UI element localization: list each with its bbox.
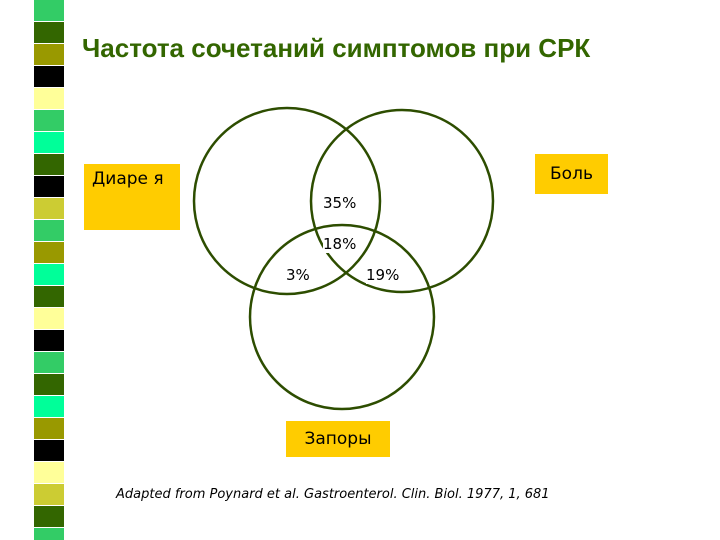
stripe-segment (34, 484, 64, 505)
stripe-segment (34, 330, 64, 351)
stripe-segment (34, 440, 64, 461)
stripe-segment (34, 154, 64, 175)
stripe-segment (34, 264, 64, 285)
stripe-segment (34, 418, 64, 439)
source-citation: Adapted from Poynard et al. Gastroentero… (116, 487, 550, 502)
stripe-segment (34, 352, 64, 373)
stripe-segment (34, 44, 64, 65)
overlap-pain-constipation: 19% (366, 266, 400, 284)
label-diarrhea: Диаре я (84, 164, 180, 230)
stripe-segment (34, 0, 64, 21)
overlap-all-three: 18% (323, 235, 357, 253)
stripe-segment (34, 506, 64, 527)
slide-title: Частота сочетаний симптомов при СРК (82, 33, 591, 63)
stripe-segment (34, 132, 64, 153)
stripe-segment (34, 242, 64, 263)
overlap-diarrhea-pain: 35% (323, 194, 357, 212)
stripe-segment (34, 198, 64, 219)
decorative-stripe-bar (34, 0, 64, 540)
stripe-segment (34, 286, 64, 307)
stripe-segment (34, 528, 64, 540)
stripe-segment (34, 110, 64, 131)
stripe-segment (34, 66, 64, 87)
circle-constipation (248, 223, 436, 411)
label-pain: Боль (535, 154, 608, 194)
stripe-segment (34, 462, 64, 483)
stripe-segment (34, 220, 64, 241)
circle-diarrhea (192, 106, 382, 296)
stripe-segment (34, 176, 64, 197)
label-constipation: Запоры (286, 421, 390, 457)
overlap-diarrhea-constipation: 3% (286, 266, 310, 284)
stripe-segment (34, 88, 64, 109)
circle-pain (309, 108, 495, 294)
stripe-segment (34, 374, 64, 395)
stripe-segment (34, 22, 64, 43)
stripe-segment (34, 396, 64, 417)
stripe-segment (34, 308, 64, 329)
